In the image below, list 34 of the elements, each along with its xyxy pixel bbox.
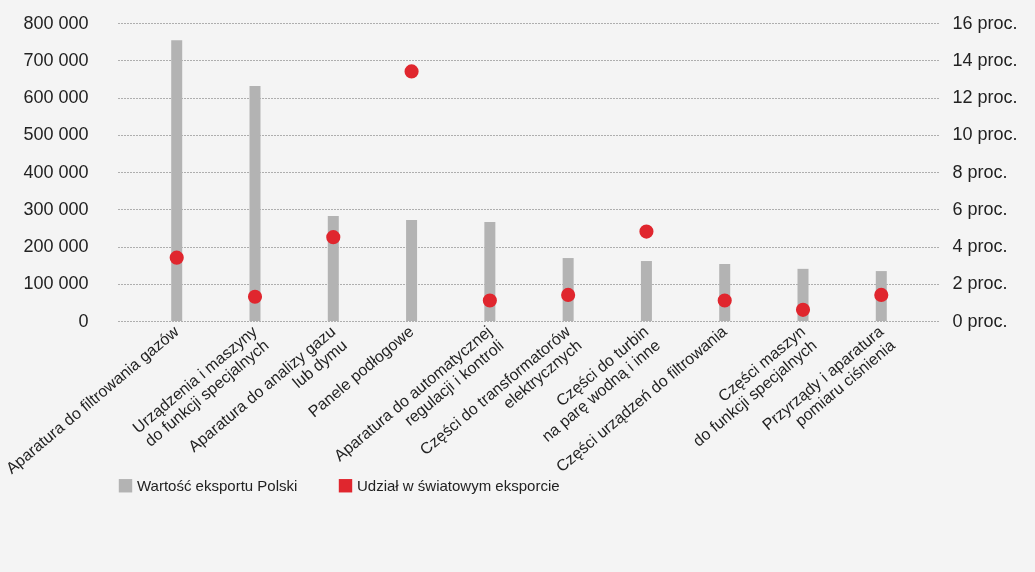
y2-tick-label: 12 proc. — [952, 87, 1018, 107]
y-tick-label: 0 — [78, 310, 89, 331]
y-tick-label: 500 000 — [23, 124, 89, 145]
legend-label: Udział w światowym eksporcie — [357, 476, 560, 494]
y-tick-label: 300 000 — [23, 198, 89, 219]
bar — [171, 40, 183, 321]
y-tick-label: 200 000 — [23, 236, 89, 256]
legend-label: Wartość eksportu Polski — [137, 476, 298, 494]
y-tick-label: 100 000 — [23, 273, 89, 294]
point — [247, 289, 263, 304]
y2-tick-label: 14 proc. — [952, 49, 1018, 70]
point — [404, 64, 419, 79]
bar — [640, 261, 652, 321]
y-tick-label: 800 000 — [23, 12, 89, 33]
point — [326, 230, 341, 245]
y2-tick-label: 16 proc. — [952, 12, 1018, 33]
y2-tick-label: 4 proc. — [952, 236, 1008, 256]
y2-tick-label: 8 proc. — [952, 161, 1008, 182]
point — [717, 293, 732, 308]
point — [169, 250, 184, 265]
point — [561, 287, 576, 302]
point — [482, 293, 497, 308]
point — [795, 302, 811, 317]
point — [639, 224, 654, 239]
bar — [249, 85, 261, 321]
y-tick-label: 400 000 — [23, 161, 89, 182]
y2-tick-label: 10 proc. — [952, 124, 1018, 145]
y-tick-label: 600 000 — [23, 87, 89, 107]
y2-tick-label: 6 proc. — [952, 198, 1008, 219]
y2-tick-label: 0 proc. — [952, 310, 1008, 331]
point — [874, 287, 889, 302]
y-tick-label: 700 000 — [23, 49, 89, 70]
bar — [406, 220, 418, 321]
y2-tick-label: 2 proc. — [952, 273, 1008, 294]
